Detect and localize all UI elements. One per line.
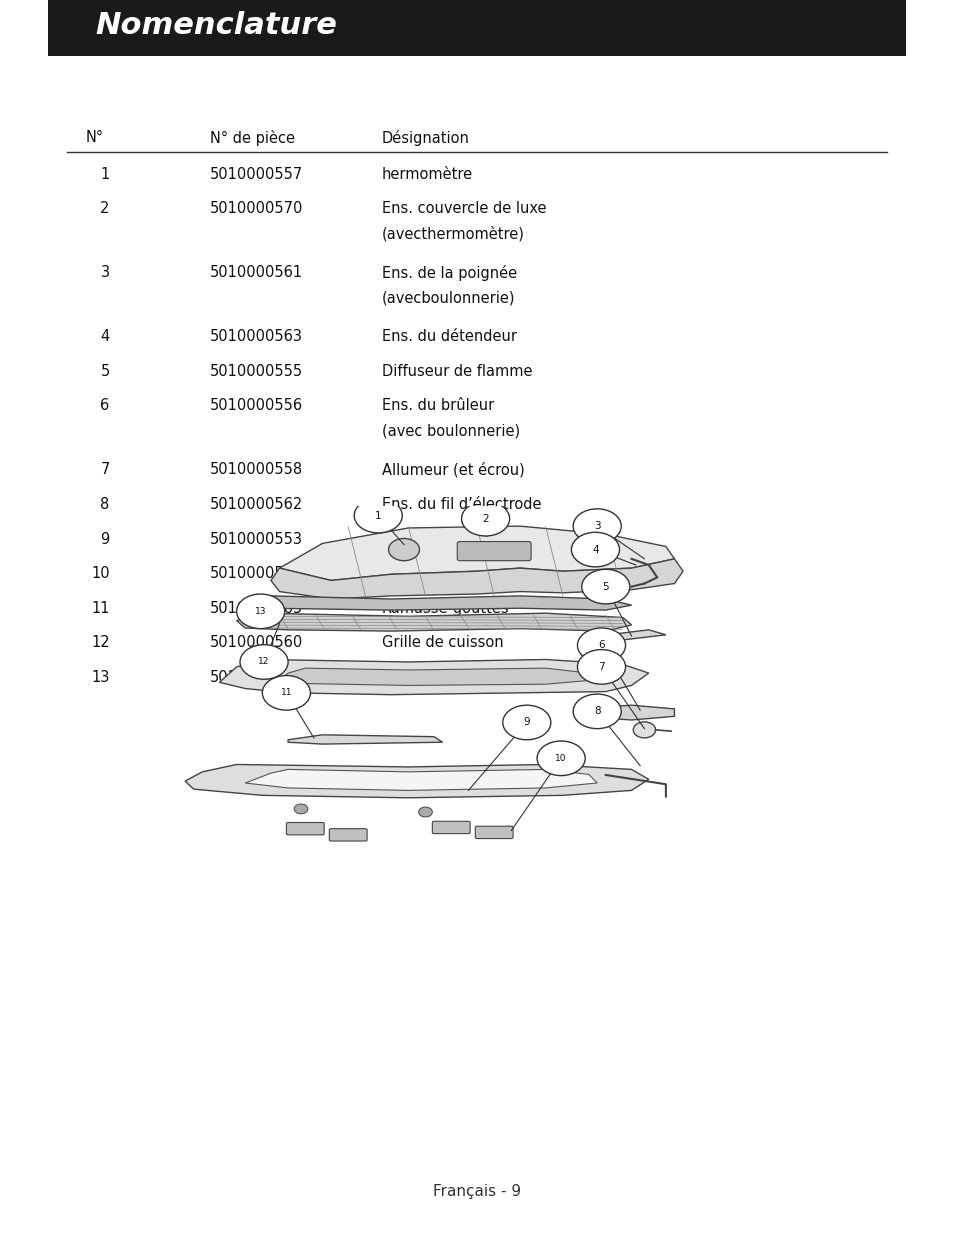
Text: 5010000555: 5010000555 (210, 364, 303, 379)
Text: Ens. du fil d’électrode: Ens. du fil d’électrode (381, 496, 540, 513)
Text: 5010000565: 5010000565 (210, 600, 303, 616)
Text: Ens. de la poignée: Ens. de la poignée (381, 266, 517, 282)
Circle shape (240, 645, 288, 679)
FancyBboxPatch shape (456, 541, 531, 561)
Polygon shape (579, 705, 674, 720)
FancyBboxPatch shape (475, 826, 513, 839)
Text: Allumeur (et écrou): Allumeur (et écrou) (381, 462, 524, 478)
Circle shape (461, 501, 509, 536)
Polygon shape (597, 630, 665, 641)
Text: 6: 6 (100, 399, 110, 414)
Circle shape (388, 538, 419, 561)
Circle shape (418, 808, 432, 818)
Circle shape (502, 705, 550, 740)
Text: 5010000553: 5010000553 (210, 531, 302, 547)
Text: 2: 2 (100, 201, 110, 216)
Text: 2: 2 (482, 514, 488, 524)
Text: 5010000563: 5010000563 (210, 330, 302, 345)
Text: Ens. du détendeur: Ens. du détendeur (381, 330, 517, 345)
Circle shape (573, 694, 620, 729)
Text: 5010000557: 5010000557 (210, 167, 303, 182)
Text: 5: 5 (100, 364, 110, 379)
Text: 8: 8 (594, 706, 599, 716)
Text: N°: N° (86, 130, 104, 144)
Text: 5010000558: 5010000558 (210, 462, 303, 478)
Text: 4: 4 (592, 545, 598, 555)
Text: Ens. du brûleur: Ens. du brûleur (381, 399, 494, 414)
Text: 5010000554: 5010000554 (210, 566, 303, 582)
Circle shape (537, 741, 584, 776)
Text: Ens. couvercle de luxe: Ens. couvercle de luxe (381, 201, 545, 216)
Text: 5010000570: 5010000570 (210, 201, 303, 216)
Text: 3: 3 (594, 521, 599, 531)
Text: 5010000562: 5010000562 (210, 496, 303, 513)
Text: Ramasse-gouttes: Ramasse-gouttes (381, 600, 509, 616)
Polygon shape (288, 735, 442, 743)
Text: Grille de cuisson: Grille de cuisson (381, 635, 502, 651)
Circle shape (354, 499, 402, 534)
Text: N° de pièce: N° de pièce (210, 130, 294, 146)
Text: 11: 11 (91, 600, 110, 616)
Polygon shape (245, 597, 631, 610)
Text: 9: 9 (523, 718, 530, 727)
Text: (avecthermomètre): (avecthermomètre) (381, 226, 524, 242)
Polygon shape (279, 526, 674, 580)
Polygon shape (185, 764, 648, 798)
Text: 11: 11 (280, 688, 292, 698)
Polygon shape (219, 659, 648, 694)
FancyBboxPatch shape (432, 821, 470, 834)
Text: Piètement (et boul.): Piètement (et boul.) (381, 531, 527, 547)
Text: 12: 12 (91, 635, 110, 651)
FancyBboxPatch shape (48, 0, 905, 56)
Text: 5010000559: 5010000559 (210, 669, 303, 685)
Text: Grille garde-au-chaud: Grille garde-au-chaud (381, 669, 541, 685)
Circle shape (577, 650, 625, 684)
Text: 5010000556: 5010000556 (210, 399, 303, 414)
Circle shape (581, 569, 629, 604)
Circle shape (577, 629, 625, 662)
Circle shape (633, 721, 655, 737)
Text: 10: 10 (555, 753, 566, 763)
FancyBboxPatch shape (329, 829, 367, 841)
Text: (avec boulonnerie): (avec boulonnerie) (381, 424, 519, 438)
Text: hermomètre: hermomètre (381, 167, 473, 182)
Text: 5010000560: 5010000560 (210, 635, 303, 651)
Text: 4: 4 (100, 330, 110, 345)
Circle shape (571, 532, 618, 567)
Circle shape (236, 594, 284, 629)
Text: Diffuseur de flamme: Diffuseur de flamme (381, 364, 532, 379)
Polygon shape (279, 668, 588, 685)
Text: Français - 9: Français - 9 (433, 1184, 520, 1199)
Text: 6: 6 (598, 640, 604, 651)
Text: 12: 12 (258, 657, 270, 667)
Text: 5010000561: 5010000561 (210, 266, 303, 280)
Text: 8: 8 (100, 496, 110, 513)
Text: 9: 9 (100, 531, 110, 547)
Text: 13: 13 (254, 606, 266, 616)
Text: 3: 3 (100, 266, 110, 280)
Text: Patins caoutchouc (4): Patins caoutchouc (4) (381, 566, 539, 582)
Text: 5: 5 (602, 582, 608, 592)
Text: 10: 10 (91, 566, 110, 582)
Polygon shape (236, 614, 631, 631)
Text: 1: 1 (375, 510, 381, 521)
Polygon shape (245, 769, 597, 790)
Circle shape (262, 676, 310, 710)
Text: Désignation: Désignation (381, 130, 469, 146)
FancyBboxPatch shape (286, 823, 324, 835)
Text: 1: 1 (100, 167, 110, 182)
Polygon shape (271, 558, 682, 599)
Text: Nomenclature: Nomenclature (95, 11, 337, 41)
Circle shape (294, 804, 308, 814)
Text: 13: 13 (91, 669, 110, 685)
Text: (avecboulonnerie): (avecboulonnerie) (381, 290, 515, 305)
Circle shape (573, 509, 620, 543)
Text: 7: 7 (100, 462, 110, 478)
Text: 7: 7 (598, 662, 604, 672)
